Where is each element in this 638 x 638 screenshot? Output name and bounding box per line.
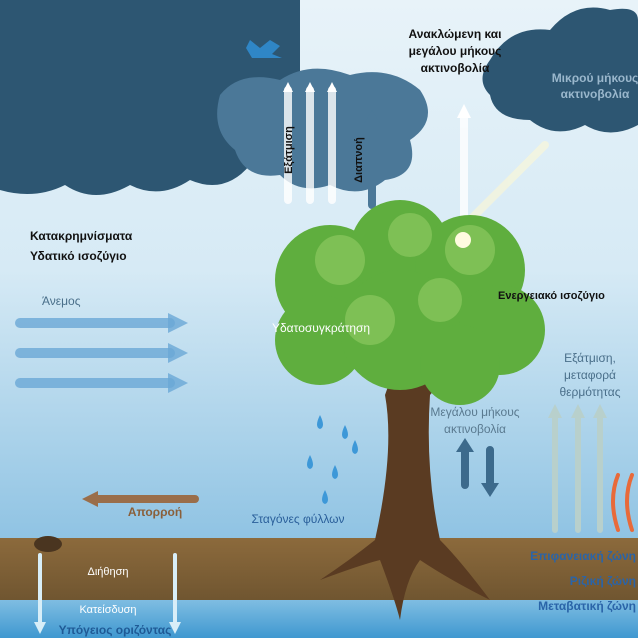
label: Υδατικό ισοζύγιο [30,249,127,263]
label: Εξάτμιση [283,126,295,174]
label: Μεταβατική ζώνη [538,599,636,613]
label: Μικρού μήκους [552,71,638,85]
label: Ανακλώμενη και [408,27,501,41]
label: Κατείσδυση [79,604,136,616]
label: Άνεμος [42,294,81,308]
label: μεταφορά [564,368,616,382]
label: Σταγόνες φύλλων [251,512,344,526]
label: μεγάλου μήκους [409,44,502,58]
label: Διήθηση [87,566,128,578]
label: Διαπνοή [353,137,365,183]
label: θερμότητας [560,385,621,399]
label: Μεγάλου μήκους [430,405,519,419]
label: ακτινοβολία [444,422,506,436]
label: Υπόγειος οριζόντας [59,623,172,637]
label: Υδατοσυγκράτηση [272,321,370,335]
label: Ενεργειακό ισοζύγιο [498,290,605,302]
label: Επιφανειακή ζώνη [530,549,636,563]
diagram: Ανακλώμενη και μεγάλου μήκους ακτινοβολί… [0,0,638,638]
label: ακτινοβολία [421,61,490,75]
label: ακτινοβολία [561,87,630,101]
label: Απορροή [128,505,182,519]
label: Κατακρημνίσματα [30,229,133,243]
label: Ριζική ζώνη [570,574,636,588]
label: Εξάτμιση, [564,351,616,365]
